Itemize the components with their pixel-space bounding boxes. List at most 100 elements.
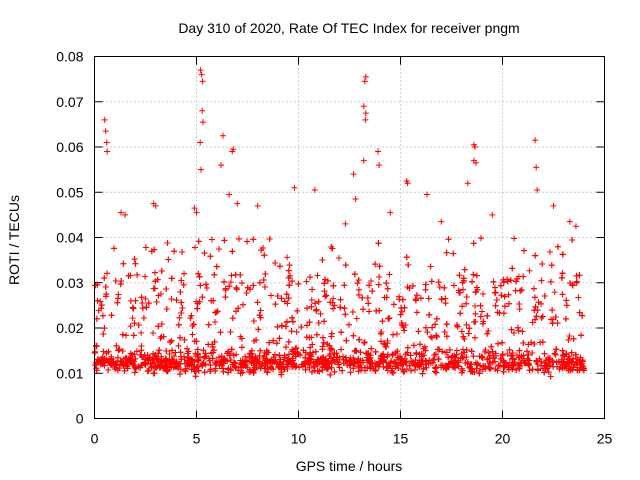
data-point [145,300,152,307]
data-point [323,292,330,299]
data-point [92,282,99,289]
data-point [549,307,556,314]
data-point [102,293,109,300]
data-point [133,348,140,355]
data-point-peak [118,209,125,216]
data-point [178,299,185,306]
data-point [486,355,493,362]
data-point [398,360,405,367]
data-point [477,313,484,320]
data-point [177,288,184,295]
data-point [355,355,362,362]
data-point [351,271,358,278]
data-point [265,365,272,372]
data-point [579,363,586,370]
data-point-peak [534,186,541,193]
data-point [229,315,236,322]
data-point [364,350,371,357]
data-point [108,312,115,319]
data-point [319,367,326,374]
data-point [531,340,538,347]
data-point [562,361,569,368]
data-point [446,346,453,353]
data-point [201,369,208,376]
data-point [535,366,542,373]
data-point [270,337,277,344]
data-point [445,361,452,368]
data-point [312,348,319,355]
data-point [353,315,360,322]
data-point [532,252,539,259]
data-point-peak [254,202,261,209]
data-point [562,315,569,322]
data-point [417,295,424,302]
data-point [278,295,285,302]
data-point [142,244,149,251]
data-point [337,296,344,303]
data-point [381,340,388,347]
data-point [504,278,511,285]
data-point [539,260,546,267]
data-point [470,271,477,278]
data-point [132,260,139,267]
data-point [139,305,146,312]
data-point [138,329,145,336]
data-point [359,294,366,301]
data-point [226,283,233,290]
data-point [486,365,493,372]
data-point [329,346,336,353]
data-point [473,365,480,372]
data-point [322,276,329,283]
data-point [443,366,450,373]
data-point [567,280,574,287]
data-point [268,365,275,372]
data-point [96,357,103,364]
data-point [476,370,483,377]
data-point [217,329,224,336]
data-point [416,341,423,348]
data-point-peak [291,184,298,191]
data-point [178,309,185,316]
data-point [201,250,208,257]
data-point [452,364,459,371]
data-point [319,257,326,264]
data-point [355,286,362,293]
data-point [182,365,189,372]
data-point [439,348,446,355]
data-point [337,304,344,311]
data-point [130,332,137,339]
data-point [112,278,119,285]
data-point [401,327,408,334]
data-point [565,359,572,366]
data-point [399,322,406,329]
data-point [561,363,568,370]
data-point [235,235,242,242]
data-point [528,339,535,346]
data-point [338,329,345,336]
data-point [272,260,279,267]
data-point [428,334,435,341]
data-point [482,346,489,353]
data-point [420,365,427,372]
data-point [390,331,397,338]
data-point [256,312,263,319]
data-point-peak [102,128,109,135]
data-point [225,348,232,355]
data-point [123,332,130,339]
data-point [103,357,110,364]
data-point [509,265,516,272]
data-point [120,260,127,267]
data-point [302,354,309,361]
data-point [513,367,520,374]
data-point [163,285,170,292]
data-point-peak [375,148,382,155]
data-point [271,351,278,358]
data-point [331,368,338,375]
data-point [422,347,429,354]
data-point-peak [566,218,573,225]
data-point-peak [152,202,159,209]
data-point [554,363,561,370]
data-point [119,331,126,338]
data-point [529,319,536,326]
data-point [493,297,500,304]
